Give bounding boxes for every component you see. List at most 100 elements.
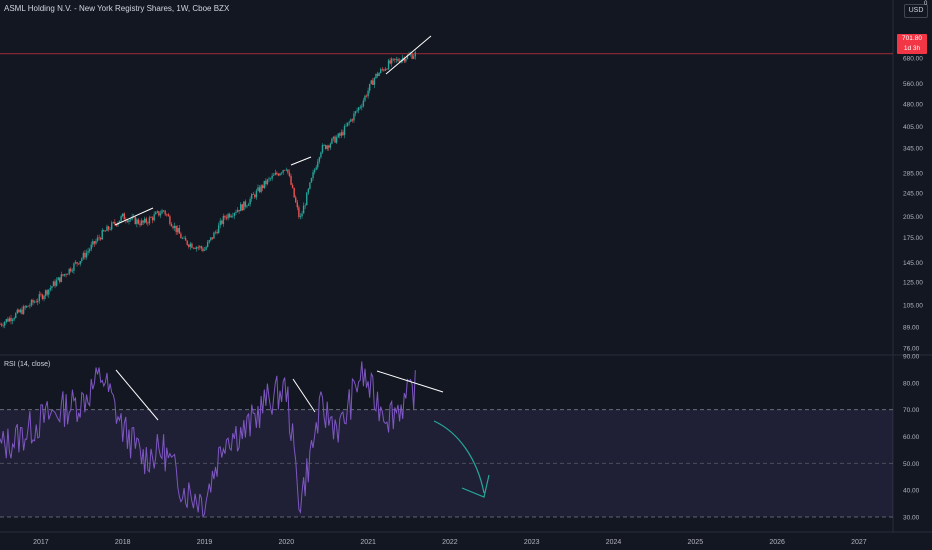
candle-body [250, 194, 253, 199]
candle-body [227, 214, 229, 219]
candle-body [271, 175, 273, 179]
symbol-title[interactable]: ASML Holding N.V. - New York Registry Sh… [4, 4, 230, 13]
candle-body [312, 172, 314, 178]
candle-body [362, 100, 365, 107]
candle-body [99, 238, 102, 240]
rsi-trendline-2018[interactable] [115, 369, 159, 421]
rsi-trendline-2020[interactable] [292, 378, 316, 413]
projection-arrow-head [461, 474, 490, 498]
projection-arrow[interactable] [433, 420, 485, 494]
candle-body [334, 136, 336, 143]
candle-body [0, 324, 3, 326]
candle-body [205, 246, 207, 250]
candle-body [166, 214, 168, 215]
candle-body [106, 226, 108, 232]
candle-body [110, 222, 113, 230]
time-tick-label: 2026 [769, 539, 785, 546]
candle-body [194, 248, 196, 249]
candle-body [104, 231, 107, 232]
candle-body [302, 205, 305, 214]
candle-body [81, 258, 83, 262]
candle-body [290, 176, 292, 185]
price-tick-label: 480.00 [903, 102, 923, 109]
rsi-indicator-label[interactable]: RSI (14, close) [4, 361, 51, 368]
price-tick-label: 125.00 [903, 280, 923, 287]
candle-body [225, 217, 228, 219]
rsi-tick-label: 30.00 [903, 515, 920, 522]
candle-body [291, 184, 294, 188]
candle-body [162, 210, 165, 212]
candle-body [126, 220, 129, 223]
candle-body [5, 319, 7, 322]
time-tick-label: 2027 [851, 539, 867, 546]
candle-body [301, 213, 303, 217]
rsi-trendline-2021[interactable] [376, 370, 444, 393]
rsi-series-line [0, 361, 416, 518]
candle-body [299, 216, 302, 217]
price-tick-label: 205.00 [903, 214, 923, 221]
candle-body [206, 242, 209, 247]
price-trendline-2021[interactable] [385, 35, 432, 75]
candle-body [266, 179, 269, 185]
candle-body [8, 317, 11, 322]
candle-body [398, 61, 401, 63]
candle-body [249, 198, 251, 205]
rsi-tick-label: 40.00 [903, 488, 920, 495]
rsi-tick-label: 80.00 [903, 380, 920, 387]
candle-body [37, 300, 39, 303]
candle-body [381, 69, 383, 70]
candle-body [184, 237, 187, 241]
price-tick-label: 89.00 [903, 325, 920, 332]
candle-body [239, 204, 242, 212]
candle-body [55, 280, 58, 286]
candle-body [274, 172, 276, 175]
candle-body [10, 317, 12, 322]
candle-body [254, 194, 256, 198]
candle-body [148, 217, 151, 224]
time-tick-label: 2020 [279, 539, 295, 546]
candle-body [222, 216, 225, 224]
currency-button[interactable]: USD [904, 4, 928, 18]
candle-body [68, 268, 70, 275]
candle-body [221, 220, 223, 224]
price-trendline-2018[interactable] [114, 207, 154, 226]
candle-body [29, 305, 31, 307]
candle-body [350, 119, 352, 122]
candle-body [233, 213, 236, 216]
candle-body [230, 216, 232, 218]
price-trendline-2020[interactable] [290, 156, 312, 166]
candle-body [189, 243, 192, 247]
candle-body [24, 306, 26, 308]
candle-body [177, 228, 179, 233]
candle-body [49, 287, 52, 290]
candle-body [48, 289, 50, 295]
candle-body [139, 223, 141, 226]
candle-body [167, 214, 170, 217]
candle-body [11, 319, 14, 322]
candle-body [211, 237, 214, 239]
candle-body [402, 57, 404, 60]
candle-body [210, 237, 212, 241]
candle-body [96, 237, 99, 241]
candle-body [62, 274, 64, 276]
candle-body [403, 57, 405, 62]
candle-body [313, 169, 316, 173]
candle-body [213, 232, 215, 239]
price-tick-label: 560.00 [903, 81, 923, 88]
candle-body [208, 240, 210, 243]
candle-body [216, 231, 218, 234]
candle-body [323, 145, 325, 146]
price-axis: 680.00 560.00 480.00 405.00 345.00 285.00 245.… [903, 56, 923, 353]
candle-body [54, 281, 56, 286]
price-candles [0, 50, 417, 329]
candle-body [85, 252, 88, 258]
candle-body [310, 177, 313, 183]
candle-body [41, 294, 44, 300]
candle-body [372, 80, 374, 85]
price-tick-label: 345.00 [903, 145, 923, 152]
candle-body [361, 106, 363, 108]
rsi-tick-label: 90.00 [903, 354, 920, 361]
top-right-value: 0 [924, 1, 928, 7]
candle-body [59, 277, 61, 282]
